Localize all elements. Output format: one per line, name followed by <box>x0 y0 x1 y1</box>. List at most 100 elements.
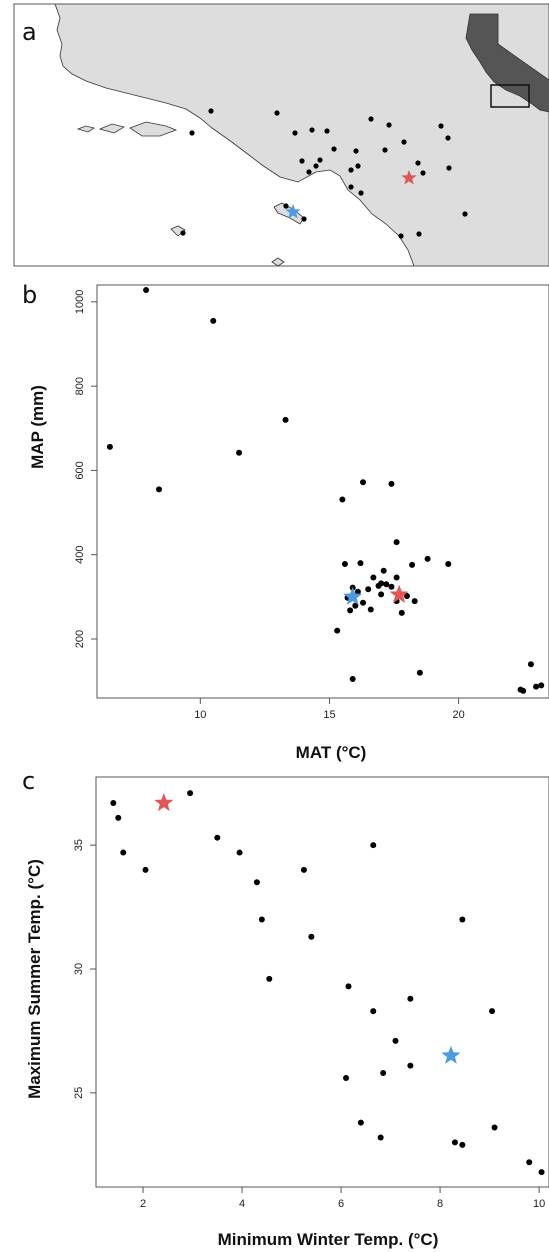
inset-study-region-box <box>490 84 530 108</box>
map-site-point <box>309 127 315 133</box>
map-site-point <box>398 233 404 239</box>
c-data-point <box>392 1037 399 1044</box>
c-data-point <box>451 1139 458 1146</box>
b-x-tick-label: 20 <box>452 709 464 721</box>
b-red-star <box>389 584 409 603</box>
b-data-point <box>538 682 545 689</box>
b-data-point <box>155 486 162 493</box>
b-data-point <box>339 496 346 503</box>
b-data-point <box>282 416 289 423</box>
c-data-point <box>308 933 315 940</box>
map-site-point <box>208 108 214 114</box>
map-site-point <box>180 230 186 236</box>
c-data-point <box>380 1070 387 1077</box>
b-data-point <box>533 683 540 690</box>
map-site-point <box>415 160 421 166</box>
b-data-point <box>143 287 150 294</box>
b-data-point <box>210 317 217 324</box>
map-site-point <box>313 163 319 169</box>
b-data-point <box>424 555 431 562</box>
b-x-tick-label: 10 <box>194 709 206 721</box>
map-blue-star <box>285 204 301 219</box>
b-data-point <box>416 669 423 676</box>
c-data-point <box>115 814 122 821</box>
mainland <box>54 3 549 267</box>
c-data-point <box>377 1134 384 1141</box>
map-site-point <box>348 184 354 190</box>
island-1 <box>76 125 95 133</box>
c-x-tick-label: 8 <box>437 1198 443 1210</box>
map-site-point <box>438 123 444 129</box>
map-site-point <box>420 170 426 176</box>
map-site-point <box>299 158 305 164</box>
c-data-point <box>142 866 149 873</box>
map-site-point <box>353 148 359 154</box>
c-data-point <box>266 975 273 982</box>
b-data-point <box>360 479 367 486</box>
map-site-point <box>445 135 451 141</box>
c-data-point <box>258 916 265 923</box>
b-data-point <box>445 560 452 567</box>
c-data-point <box>526 1159 533 1166</box>
map-site-point <box>292 130 298 136</box>
map-site-point <box>368 116 374 122</box>
panel-a-map: a <box>13 3 549 267</box>
x-axis-title-b: MAT (°C) <box>296 743 367 762</box>
c-data-point <box>110 800 117 807</box>
c-x-tick-label: 10 <box>533 1198 545 1210</box>
island-5 <box>273 202 305 225</box>
points-c <box>110 790 545 1176</box>
b-data-point <box>106 443 113 450</box>
b-data-point <box>393 574 400 581</box>
b-data-point <box>398 609 405 616</box>
b-y-tick-label: 600 <box>74 461 86 479</box>
y-axis-title-b: MAP (mm) <box>28 385 47 469</box>
map-site-point <box>283 203 289 209</box>
b-data-point <box>388 583 395 590</box>
c-data-point <box>120 849 127 856</box>
c-data-point <box>370 842 377 849</box>
b-y-tick-label: 800 <box>74 377 86 395</box>
b-data-point <box>409 561 416 568</box>
map-site-point <box>301 216 307 222</box>
c-data-point <box>538 1169 545 1176</box>
b-data-point <box>367 606 374 613</box>
c-data-point <box>407 1062 414 1069</box>
panel-label-b: b <box>22 281 37 309</box>
map-site-point <box>462 211 468 217</box>
c-data-point <box>187 790 194 797</box>
x-axis-title-c: Minimum Winter Temp. (°C) <box>218 1230 439 1249</box>
map-site-point <box>416 231 422 237</box>
c-data-point <box>370 1008 377 1015</box>
axes-b: 10 15 20 200 400 600 800 1000 <box>74 290 465 721</box>
c-x-tick-label: 6 <box>338 1198 344 1210</box>
map-site-point <box>386 122 392 128</box>
b-data-point <box>380 567 387 574</box>
c-data-point <box>343 1075 350 1081</box>
map-site-point <box>358 190 364 196</box>
b-blue-star <box>343 586 363 605</box>
map-site-point <box>348 167 354 173</box>
panel-label-a: a <box>22 18 37 46</box>
b-data-point <box>357 560 364 567</box>
b-x-tick-label: 15 <box>323 709 335 721</box>
b-data-point <box>520 687 527 694</box>
c-red-star <box>154 793 174 812</box>
c-data-point <box>407 995 414 1002</box>
island-6 <box>271 257 285 267</box>
axes-c: 2 4 6 8 10 25 30 35 <box>73 839 545 1210</box>
c-data-point <box>357 1119 364 1126</box>
b-data-point <box>393 539 400 546</box>
panel-label-c: c <box>22 767 35 795</box>
b-data-point <box>365 586 372 593</box>
points-b <box>106 287 545 694</box>
island-4 <box>170 225 186 237</box>
b-data-point <box>527 661 534 668</box>
c-y-tick-label: 35 <box>73 839 85 851</box>
b-data-point <box>360 599 367 606</box>
map-site-point <box>317 157 323 163</box>
b-data-point <box>236 449 243 456</box>
b-data-point <box>354 588 361 595</box>
map-site-point <box>446 165 452 171</box>
